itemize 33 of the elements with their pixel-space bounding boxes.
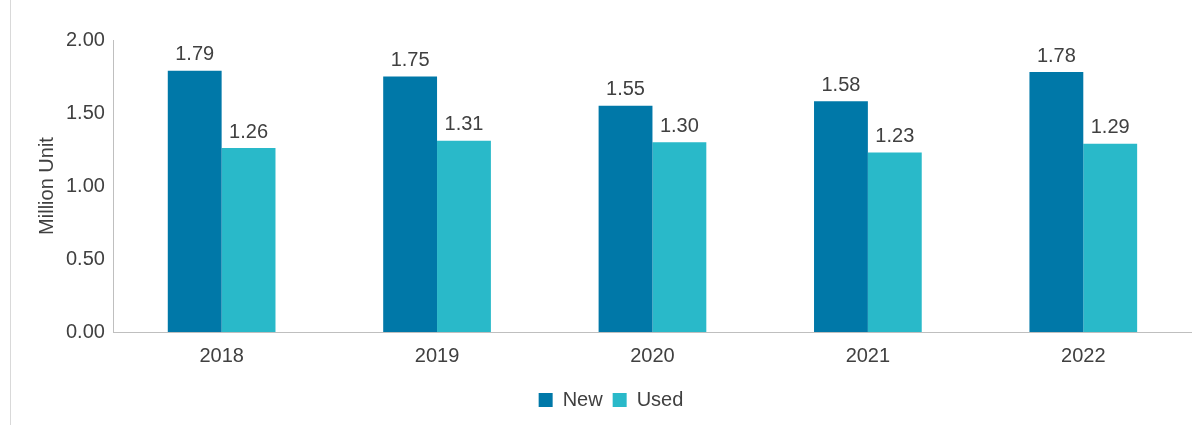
bar bbox=[437, 140, 491, 332]
x-tick-label: 2018 bbox=[199, 343, 244, 366]
data-label: 1.55 bbox=[606, 77, 645, 100]
bar bbox=[1083, 143, 1138, 332]
legend-label: Used bbox=[636, 387, 684, 410]
data-label: 1.29 bbox=[1090, 115, 1130, 138]
bar bbox=[383, 76, 438, 332]
data-label: 1.78 bbox=[1036, 43, 1076, 66]
y-tick-label: 0.50 bbox=[65, 246, 105, 269]
data-label: 1.26 bbox=[229, 119, 269, 142]
x-tick-label: 2022 bbox=[1061, 343, 1106, 366]
x-tick-label: 2019 bbox=[414, 343, 460, 366]
bar bbox=[167, 70, 222, 332]
bar bbox=[1029, 72, 1084, 332]
data-label: 1.23 bbox=[875, 123, 915, 146]
legend-label: New bbox=[562, 387, 604, 410]
bar bbox=[814, 101, 868, 332]
x-tick-label: 2020 bbox=[630, 343, 675, 366]
data-label: 1.79 bbox=[175, 42, 215, 65]
data-label: 1.31 bbox=[444, 112, 484, 135]
y-axis-title: Million Unit bbox=[34, 136, 57, 235]
bar bbox=[652, 142, 707, 332]
x-tick-label: 2021 bbox=[845, 343, 891, 366]
data-label: 1.30 bbox=[659, 113, 699, 136]
y-tick-label: 1.00 bbox=[65, 173, 105, 196]
y-tick-label: 0.00 bbox=[65, 319, 105, 342]
y-tick-label: 2.00 bbox=[65, 27, 105, 50]
bar bbox=[598, 105, 653, 332]
bar bbox=[221, 148, 276, 332]
data-label: 1.58 bbox=[821, 72, 861, 95]
bar bbox=[867, 152, 922, 332]
data-label: 1.75 bbox=[390, 48, 430, 71]
y-tick-label: 1.50 bbox=[65, 100, 105, 123]
